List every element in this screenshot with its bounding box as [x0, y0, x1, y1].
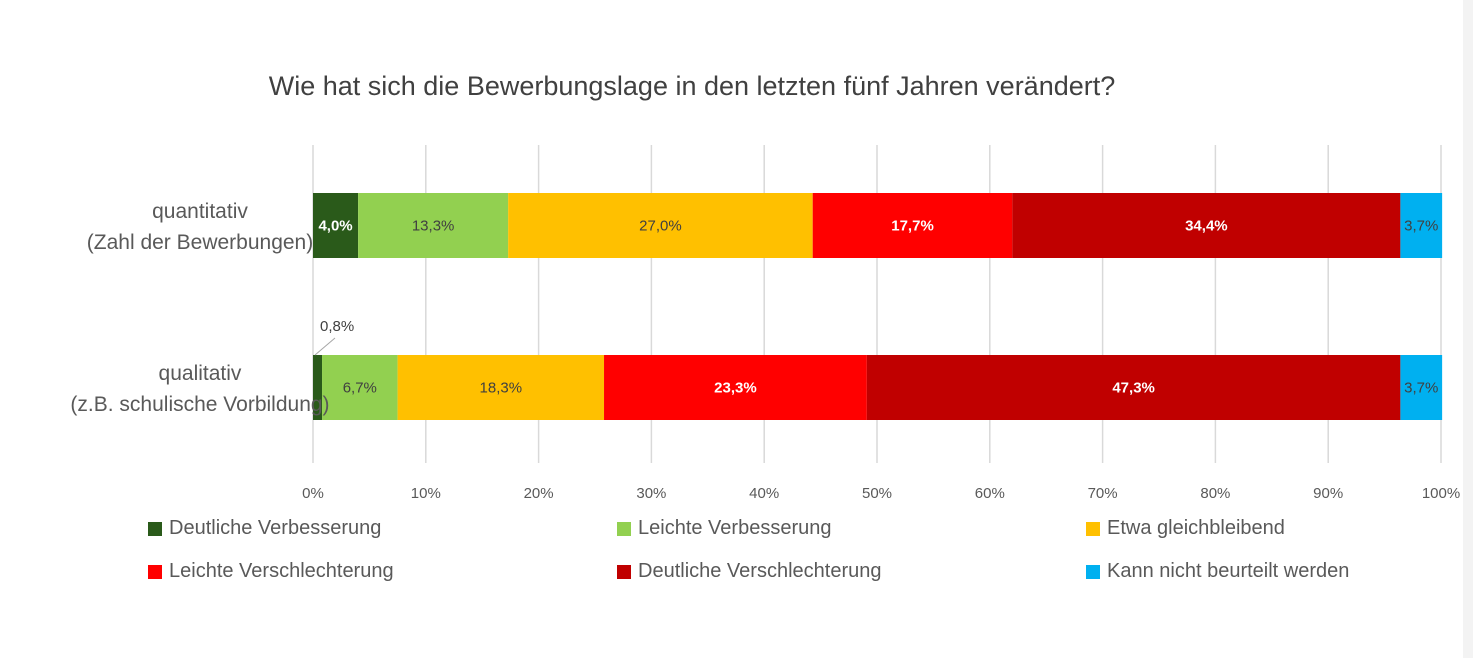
legend-label: Deutliche Verschlechterung [638, 560, 882, 582]
data-label: 3,7% [1404, 218, 1438, 235]
x-tick-label: 80% [1200, 485, 1230, 502]
bar-segment [358, 193, 509, 258]
bar-segment [866, 355, 1401, 420]
x-tick-label: 20% [524, 485, 554, 502]
window-edge [1463, 0, 1473, 658]
legend-swatch [148, 521, 162, 536]
bar-segment [1400, 193, 1443, 258]
category-label: qualitativ [159, 362, 242, 385]
legend-swatch [148, 564, 162, 579]
legend-label: Leichte Verbesserung [638, 517, 832, 539]
bar-segment [812, 193, 1013, 258]
x-tick-label: 90% [1313, 485, 1343, 502]
chart-title: Wie hat sich die Bewerbungslage in den l… [269, 71, 1116, 101]
data-label: 3,7% [1404, 380, 1438, 397]
data-label: 23,3% [714, 380, 757, 397]
category-label: (Zahl der Bewerbungen) [87, 231, 313, 254]
legend-swatch [617, 564, 631, 579]
x-tick-label: 0% [302, 485, 324, 502]
x-tick-label: 40% [749, 485, 779, 502]
legend-item: Leichte Verschlechterung [148, 560, 394, 583]
x-tick-label: 50% [862, 485, 892, 502]
legend-label: Etwa gleichbleibend [1107, 517, 1285, 539]
bar-segment [313, 193, 359, 258]
category-label: quantitativ [152, 200, 248, 223]
bar-segment [508, 193, 813, 258]
data-label: 6,7% [343, 380, 377, 397]
legend-item: Etwa gleichbleibend [1086, 517, 1285, 540]
x-tick-label: 30% [636, 485, 666, 502]
bar-segment [397, 355, 605, 420]
bar-segment [604, 355, 867, 420]
bar-segment [1400, 355, 1443, 420]
data-label: 34,4% [1185, 218, 1228, 235]
x-tick-label: 10% [411, 485, 441, 502]
legend-swatch [1086, 564, 1100, 579]
legend-item: Deutliche Verschlechterung [617, 560, 881, 583]
legend-item: Deutliche Verbesserung [148, 517, 381, 540]
x-tick-label: 60% [975, 485, 1005, 502]
legend-item: Kann nicht beurteilt werden [1086, 560, 1349, 583]
data-label: 4,0% [318, 218, 352, 235]
bar-segment [322, 355, 398, 420]
legend-item: Leichte Verbesserung [617, 517, 831, 540]
legend-swatch [1086, 521, 1100, 536]
data-label: 0,8% [320, 318, 354, 335]
data-label: 17,7% [891, 218, 934, 235]
data-label: 47,3% [1112, 380, 1155, 397]
x-tick-label: 70% [1088, 485, 1118, 502]
bar-segment [313, 355, 323, 420]
legend-swatch [617, 521, 631, 536]
legend-label: Leichte Verschlechterung [169, 560, 394, 582]
data-label: 27,0% [639, 218, 682, 235]
bar-segment [1012, 193, 1401, 258]
data-label-leader-line [314, 337, 336, 356]
legend-label: Deutliche Verbesserung [169, 517, 382, 539]
category-label: (z.B. schulische Vorbildung) [70, 393, 329, 416]
data-label: 13,3% [412, 218, 455, 235]
x-tick-label: 100% [1422, 485, 1460, 502]
data-label: 18,3% [480, 380, 523, 397]
legend-label: Kann nicht beurteilt werden [1107, 560, 1350, 582]
